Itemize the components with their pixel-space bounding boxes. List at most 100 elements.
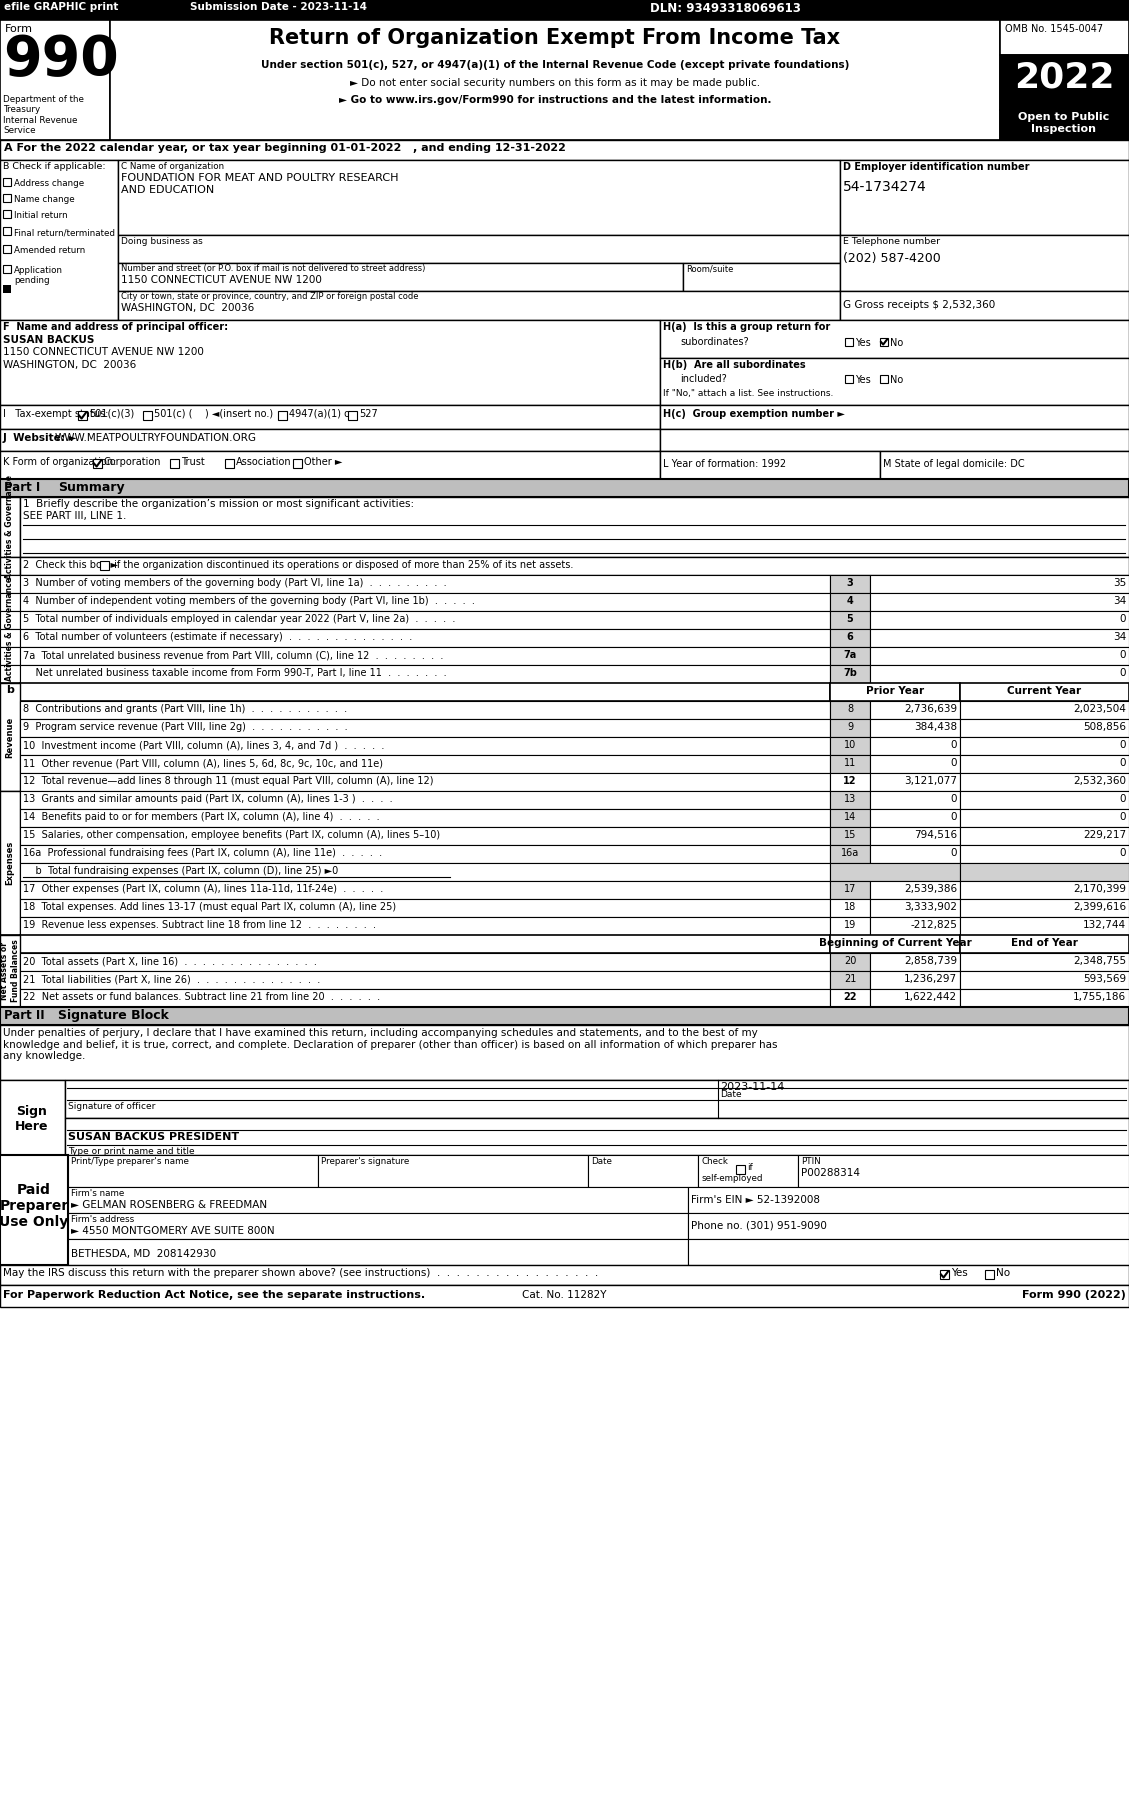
- Text: 21: 21: [843, 974, 856, 983]
- Text: Part II: Part II: [5, 1009, 45, 1021]
- Text: Preparer's signature: Preparer's signature: [321, 1157, 409, 1166]
- Text: ► GELMAN ROSENBERG & FREEDMAN: ► GELMAN ROSENBERG & FREEDMAN: [71, 1201, 268, 1210]
- Bar: [68, 1214, 688, 1239]
- Text: 7a: 7a: [843, 649, 857, 660]
- Text: Open to Public
Inspection: Open to Public Inspection: [1018, 112, 1110, 134]
- Bar: [830, 611, 870, 629]
- Bar: [960, 684, 1129, 700]
- Text: 13: 13: [843, 795, 856, 804]
- Bar: [870, 918, 960, 934]
- Bar: [78, 412, 87, 421]
- Bar: [20, 900, 830, 918]
- Text: 0: 0: [951, 758, 957, 767]
- Text: efile GRAPHIC print: efile GRAPHIC print: [5, 2, 119, 13]
- Text: A For the 2022 calendar year, or tax year beginning 01-01-2022   , and ending 12: A For the 2022 calendar year, or tax yea…: [5, 143, 566, 152]
- Text: 0: 0: [951, 847, 957, 858]
- Text: SUSAN BACKUS: SUSAN BACKUS: [3, 336, 95, 345]
- Text: 10  Investment income (Part VIII, column (A), lines 3, 4, and 7d )  .  .  .  .  : 10 Investment income (Part VIII, column …: [23, 740, 384, 749]
- Bar: [3, 265, 11, 272]
- Bar: [830, 593, 870, 611]
- Bar: [20, 700, 830, 718]
- Bar: [870, 900, 960, 918]
- Text: 3: 3: [847, 579, 854, 588]
- Bar: [119, 263, 683, 290]
- Text: 508,856: 508,856: [1083, 722, 1126, 733]
- Bar: [0, 0, 1129, 20]
- Text: 4  Number of independent voting members of the governing body (Part VI, line 1b): 4 Number of independent voting members o…: [23, 597, 475, 606]
- Bar: [0, 1025, 1129, 1079]
- Bar: [0, 452, 660, 479]
- Bar: [0, 1284, 1129, 1308]
- Bar: [830, 736, 870, 755]
- Text: 18: 18: [843, 902, 856, 912]
- Bar: [870, 882, 960, 900]
- Text: End of Year: End of Year: [1010, 938, 1077, 949]
- Bar: [225, 459, 234, 468]
- Text: Print/Type preparer's name: Print/Type preparer's name: [71, 1157, 189, 1166]
- Text: included?: included?: [680, 374, 727, 385]
- Bar: [840, 160, 1129, 236]
- Bar: [588, 1156, 698, 1186]
- Text: 0: 0: [1120, 668, 1126, 678]
- Bar: [65, 1117, 1129, 1156]
- Bar: [879, 452, 1129, 479]
- Text: Association: Association: [236, 457, 291, 466]
- Text: I   Tax-exempt status:: I Tax-exempt status:: [3, 408, 108, 419]
- Bar: [870, 970, 960, 989]
- Bar: [870, 773, 960, 791]
- Bar: [830, 684, 960, 700]
- Text: WASHINGTON, DC  20036: WASHINGTON, DC 20036: [3, 359, 137, 370]
- Bar: [879, 337, 889, 346]
- Text: B Check if applicable:: B Check if applicable:: [3, 161, 106, 171]
- Text: if the organization discontinued its operations or disposed of more than 25% of : if the organization discontinued its ope…: [111, 561, 574, 570]
- Text: 9: 9: [847, 722, 854, 733]
- Text: 54-1734274: 54-1734274: [843, 180, 927, 194]
- Text: 132,744: 132,744: [1083, 920, 1126, 931]
- Text: 2,348,755: 2,348,755: [1073, 956, 1126, 967]
- Text: 3,121,077: 3,121,077: [904, 776, 957, 785]
- Text: L Year of formation: 1992: L Year of formation: 1992: [663, 459, 786, 470]
- Bar: [0, 575, 20, 593]
- Text: K Form of organization:: K Form of organization:: [3, 457, 116, 466]
- Bar: [830, 918, 870, 934]
- Bar: [20, 918, 830, 934]
- Bar: [278, 412, 287, 421]
- Bar: [0, 140, 1129, 160]
- Bar: [68, 1186, 688, 1214]
- Text: subordinates?: subordinates?: [680, 337, 749, 346]
- Text: Activities & Governance: Activities & Governance: [6, 577, 15, 680]
- Bar: [830, 666, 870, 684]
- Text: 0: 0: [1120, 613, 1126, 624]
- Text: May the IRS discuss this return with the preparer shown above? (see instructions: May the IRS discuss this return with the…: [3, 1268, 598, 1279]
- Bar: [0, 791, 20, 934]
- Text: Doing business as: Doing business as: [121, 238, 203, 247]
- Bar: [0, 405, 660, 428]
- Bar: [20, 648, 830, 666]
- Text: 20: 20: [843, 956, 856, 967]
- Text: City or town, state or province, country, and ZIP or foreign postal code: City or town, state or province, country…: [121, 292, 419, 301]
- Text: Form: Form: [5, 24, 33, 34]
- Text: G Gross receipts $ 2,532,360: G Gross receipts $ 2,532,360: [843, 299, 996, 310]
- Text: 1,755,186: 1,755,186: [1073, 992, 1126, 1001]
- Text: 0: 0: [1120, 847, 1126, 858]
- Bar: [170, 459, 180, 468]
- Text: 0: 0: [1120, 649, 1126, 660]
- Bar: [960, 989, 1129, 1007]
- Text: SUSAN BACKUS PRESIDENT: SUSAN BACKUS PRESIDENT: [68, 1132, 239, 1143]
- Bar: [830, 791, 870, 809]
- Bar: [688, 1214, 1129, 1239]
- Text: 527: 527: [359, 408, 378, 419]
- Text: H(b)  Are all subordinates: H(b) Are all subordinates: [663, 359, 806, 370]
- Bar: [20, 611, 830, 629]
- Bar: [830, 952, 870, 970]
- Bar: [20, 952, 830, 970]
- Bar: [660, 405, 1129, 428]
- Text: 1,622,442: 1,622,442: [904, 992, 957, 1001]
- Text: 19: 19: [843, 920, 856, 931]
- Text: self-employed: self-employed: [701, 1174, 762, 1183]
- Bar: [0, 160, 119, 319]
- Text: 22: 22: [843, 992, 857, 1001]
- Text: 2  Check this box ►: 2 Check this box ►: [23, 561, 119, 570]
- Bar: [348, 412, 357, 421]
- Bar: [830, 882, 870, 900]
